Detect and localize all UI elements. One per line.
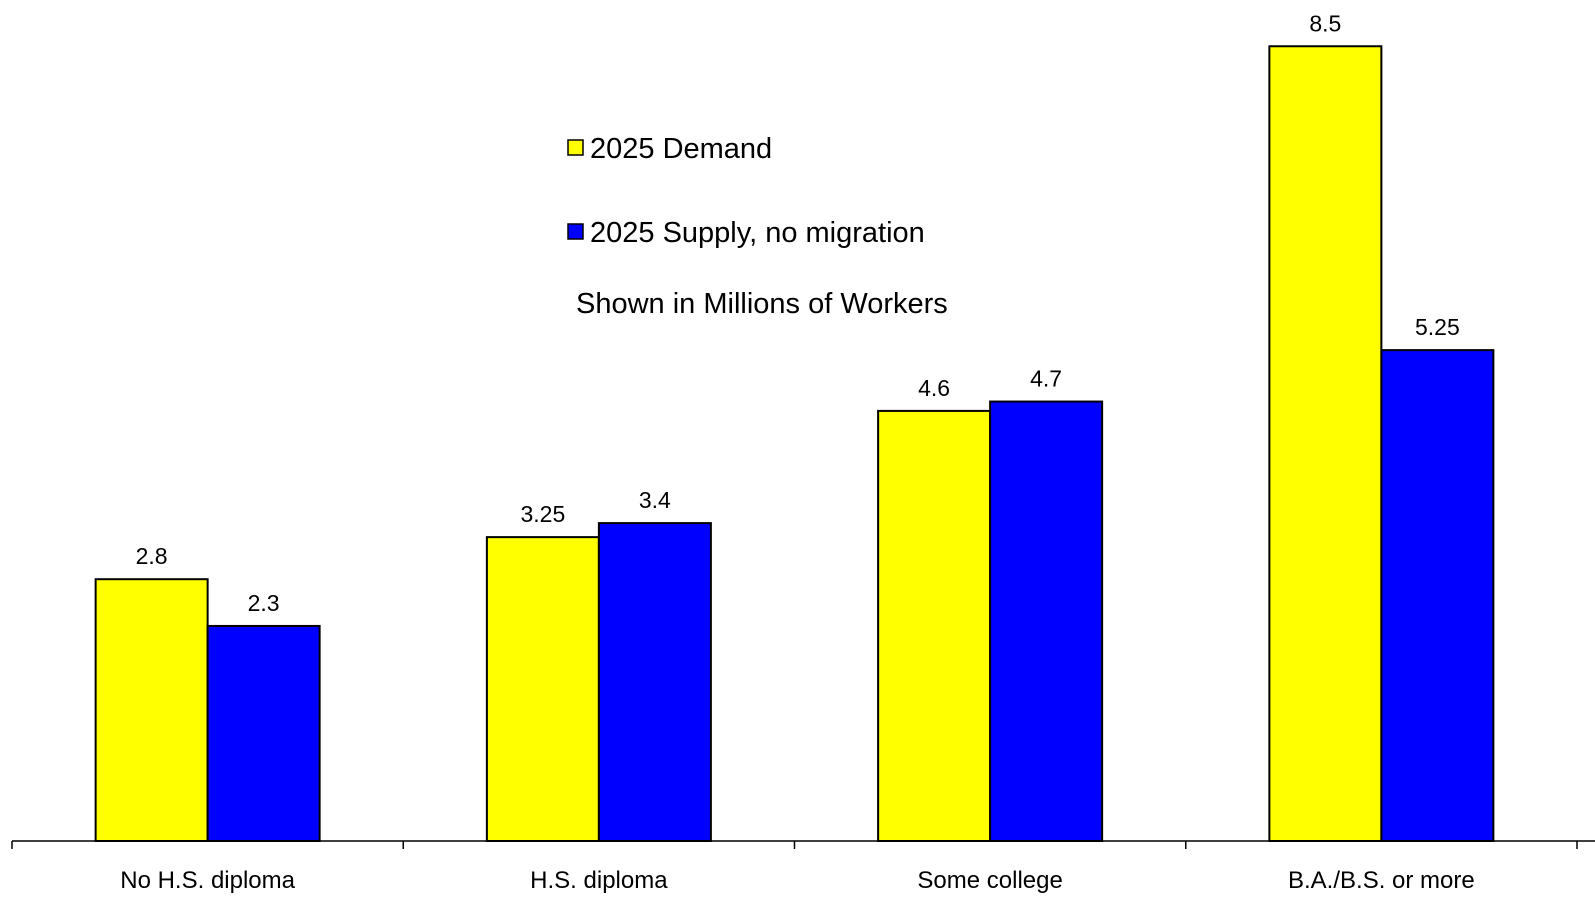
bar-demand xyxy=(1268,45,1383,842)
bar-demand xyxy=(94,578,209,842)
data-label: 4.7 xyxy=(1030,366,1062,392)
data-label: 2.8 xyxy=(136,543,168,569)
x-axis: No H.S. diploma H.S. diploma Some college B… xyxy=(11,840,1595,894)
legend-swatch-demand xyxy=(567,139,584,156)
legend: 2025 Demand 2025 Supply, no migration xyxy=(567,133,925,249)
x-tick-label: No H.S. diploma xyxy=(120,867,295,894)
bar-supply xyxy=(1380,349,1495,842)
legend-label-supply: 2025 Supply, no migration xyxy=(590,217,925,249)
data-label: 5.25 xyxy=(1415,314,1460,340)
data-labels-layer: 2.8 2.3 3.25 3.4 4.6 4.7 8.5 5.25 xyxy=(136,10,1460,616)
x-tick-label: Some college xyxy=(917,867,1062,894)
x-tick-label: H.S. diploma xyxy=(530,867,668,894)
chart-annotation: Shown in Millions of Workers xyxy=(576,288,948,320)
bar-demand xyxy=(877,409,992,842)
legend-swatch-supply xyxy=(567,223,584,240)
legend-label-demand: 2025 Demand xyxy=(590,133,772,165)
bar-supply xyxy=(597,522,712,842)
bars-layer xyxy=(94,45,1495,843)
x-tick-label: B.A./B.S. or more xyxy=(1288,867,1475,894)
bar-supply xyxy=(206,624,321,843)
data-label: 2.3 xyxy=(248,590,280,616)
data-label: 3.4 xyxy=(639,487,671,513)
bar-supply xyxy=(989,400,1104,842)
data-label: 4.6 xyxy=(918,375,950,401)
bar-demand xyxy=(485,536,600,842)
data-label: 3.25 xyxy=(520,501,565,527)
data-label: 8.5 xyxy=(1309,10,1341,36)
